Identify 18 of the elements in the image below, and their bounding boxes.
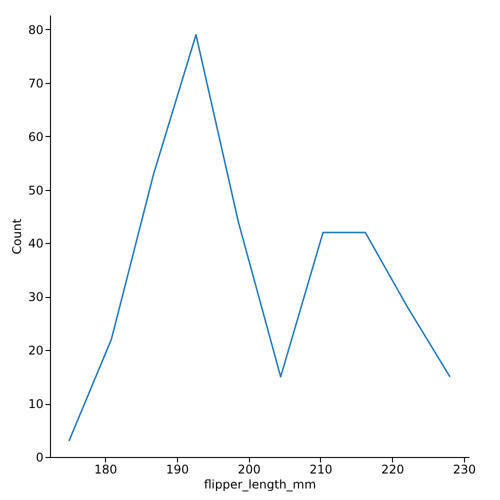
y-tick-label: 60 <box>28 130 44 144</box>
y-axis-title: Count <box>10 218 24 254</box>
x-tick-label: 200 <box>238 462 261 476</box>
y-tick-label: 50 <box>28 183 44 198</box>
line-series <box>68 34 451 442</box>
y-tick-label: 70 <box>28 76 44 90</box>
y-tick-label: 20 <box>28 344 44 358</box>
x-tick-label: 220 <box>381 462 404 476</box>
x-tick-label: 190 <box>166 462 189 476</box>
y-tick-label: 80 <box>28 22 44 37</box>
y-tick-label: 30 <box>28 290 44 304</box>
x-tick-label: 180 <box>94 462 118 476</box>
y-tick-label: 10 <box>28 397 44 412</box>
y-tick-label: 40 <box>28 236 44 251</box>
x-axis-title: flipper_length_mm <box>204 478 316 492</box>
x-tick-label: 210 <box>310 462 332 476</box>
x-tick-label: 230 <box>453 462 476 476</box>
y-tick-label: 0 <box>36 450 44 464</box>
